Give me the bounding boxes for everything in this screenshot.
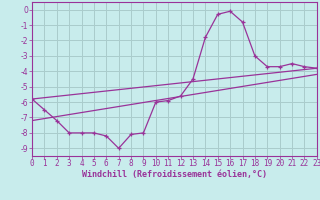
X-axis label: Windchill (Refroidissement éolien,°C): Windchill (Refroidissement éolien,°C) bbox=[82, 170, 267, 179]
